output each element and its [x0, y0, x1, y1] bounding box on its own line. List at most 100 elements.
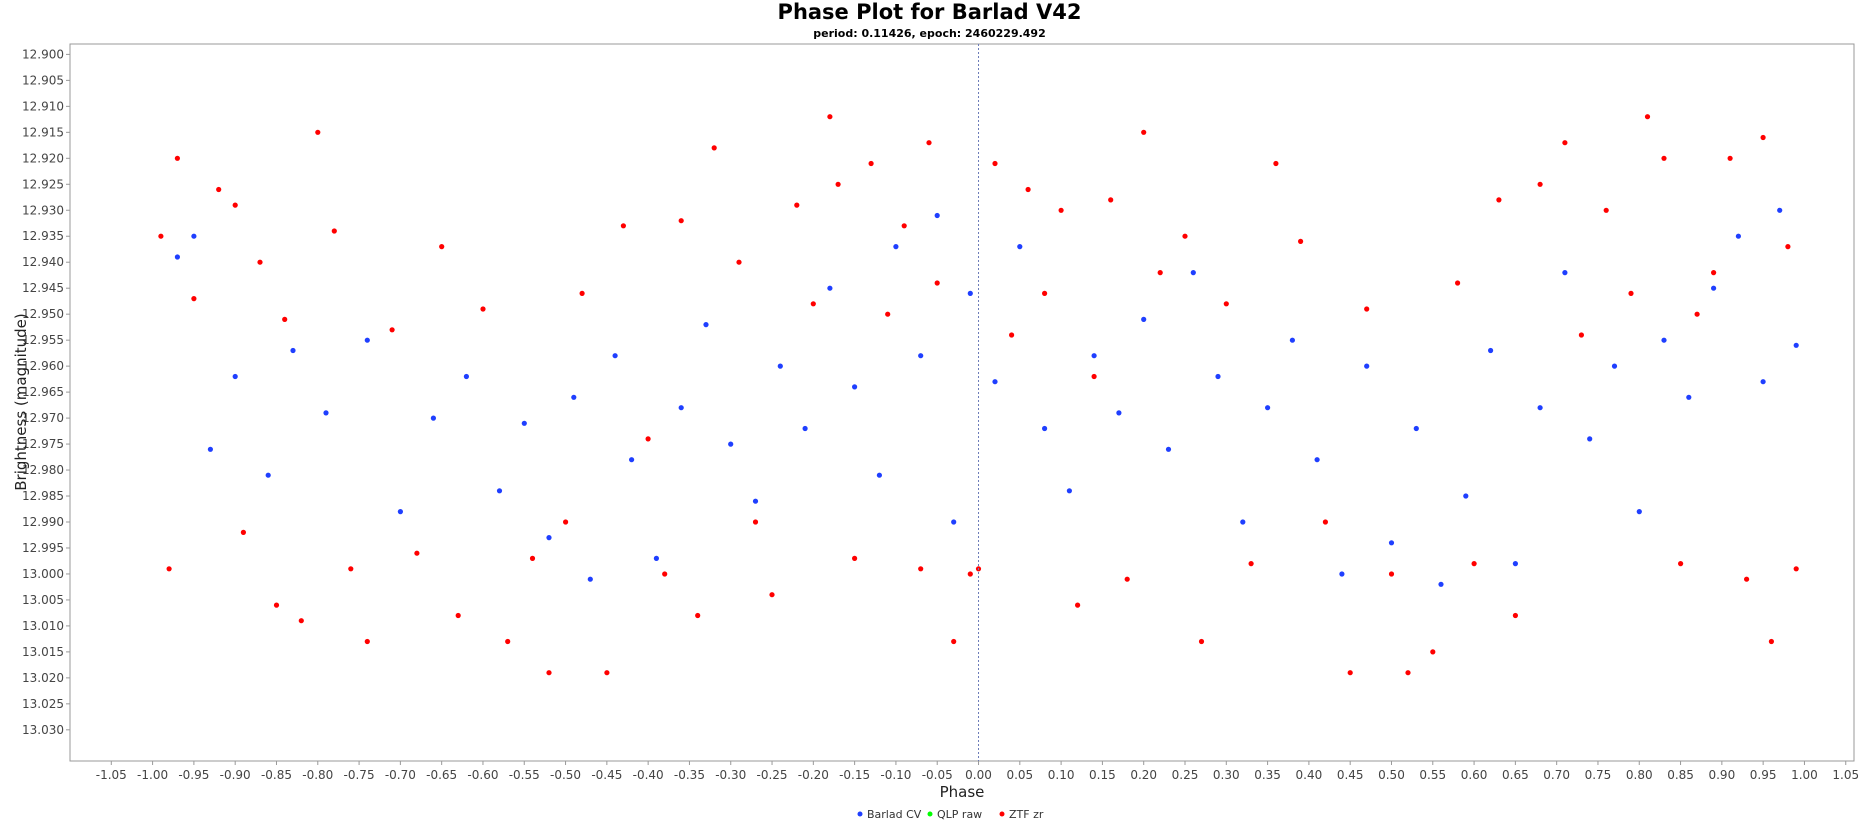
y-tick-label: 13.030	[22, 723, 64, 737]
y-tick-label: 12.995	[22, 541, 64, 555]
data-point	[1388, 571, 1395, 577]
y-tick-label: 13.005	[22, 593, 64, 607]
y-tick-label: 12.960	[22, 359, 64, 373]
data-point	[315, 129, 321, 135]
y-tick-label: 12.910	[22, 99, 64, 113]
data-point	[1768, 638, 1774, 645]
data-point	[620, 223, 627, 229]
x-tick-label: -0.30	[715, 768, 746, 782]
legend-label: QLP raw	[937, 808, 982, 821]
chart-title: Phase Plot for Barlad V42	[777, 0, 1082, 24]
x-tick-label: 0.90	[1708, 768, 1735, 782]
data-point	[852, 555, 858, 562]
data-point	[1777, 207, 1783, 213]
data-point	[1240, 519, 1246, 525]
data-point	[852, 384, 858, 390]
legend-label: Barlad CV	[867, 808, 922, 821]
data-point	[1405, 670, 1411, 676]
data-point	[769, 592, 775, 598]
data-point	[794, 202, 800, 208]
data-point	[1157, 270, 1163, 276]
data-point	[455, 612, 461, 619]
data-point	[571, 394, 577, 400]
data-point	[1339, 571, 1345, 577]
data-point	[480, 306, 486, 312]
legend-label: ZTF zr	[1009, 808, 1044, 821]
data-point	[273, 602, 280, 608]
data-point	[1587, 436, 1593, 442]
data-point	[1686, 394, 1692, 400]
data-point	[439, 244, 445, 250]
data-point	[918, 566, 924, 572]
data-point	[1347, 670, 1353, 676]
data-point	[364, 337, 370, 343]
data-point	[166, 566, 172, 572]
data-point	[926, 140, 932, 146]
y-tick-label: 12.950	[22, 307, 64, 321]
x-tick-label: 0.40	[1296, 768, 1323, 782]
data-point	[174, 155, 180, 161]
y-tick-label: 12.980	[22, 463, 64, 477]
data-point	[1644, 114, 1651, 120]
x-tick-label: 0.75	[1585, 768, 1612, 782]
data-point	[1273, 160, 1279, 167]
x-tick-label: 0.65	[1502, 768, 1529, 782]
data-point	[967, 290, 973, 296]
x-tick-label: -0.45	[591, 768, 622, 782]
data-point	[216, 186, 222, 193]
y-axis-label: Brightness (magnitude)	[12, 313, 30, 491]
data-point	[323, 410, 329, 416]
x-tick-label: -0.40	[633, 768, 664, 782]
data-point	[934, 280, 940, 286]
data-point	[951, 519, 957, 525]
data-point	[752, 498, 759, 504]
data-point	[1116, 410, 1122, 416]
data-point	[1388, 540, 1395, 546]
data-point	[1091, 373, 1097, 380]
data-point	[265, 472, 271, 478]
data-point	[1215, 373, 1221, 380]
x-tick-label: 0.20	[1130, 768, 1157, 782]
x-tick-label: -0.25	[757, 768, 788, 782]
data-point	[158, 233, 164, 239]
data-point	[777, 363, 783, 369]
data-point	[331, 228, 337, 234]
x-tick-label: 0.10	[1048, 768, 1075, 782]
y-tick-label: 13.000	[22, 567, 64, 581]
x-tick-label: 0.80	[1626, 768, 1653, 782]
y-tick-label: 13.025	[22, 697, 64, 711]
data-point	[1496, 197, 1502, 203]
x-tick-label: -0.35	[674, 768, 705, 782]
data-point	[232, 373, 238, 380]
data-point	[1793, 566, 1799, 572]
data-point	[827, 285, 833, 291]
y-tick-label: 12.955	[22, 333, 64, 347]
y-tick-label: 12.920	[22, 151, 64, 165]
x-tick-label: 0.60	[1461, 768, 1488, 782]
x-tick-label: -0.90	[220, 768, 251, 782]
data-point	[711, 145, 717, 151]
data-point	[868, 160, 874, 167]
y-tick-label: 13.015	[22, 645, 64, 659]
data-point	[1198, 638, 1205, 645]
x-tick-label: -0.60	[467, 768, 498, 782]
x-tick-label: 1.00	[1791, 768, 1818, 782]
data-point	[1471, 561, 1477, 567]
data-point	[1265, 405, 1271, 411]
x-tick-label: -0.65	[426, 768, 457, 782]
data-point	[1248, 561, 1254, 567]
data-point	[207, 446, 213, 452]
x-tick-label: 0.25	[1172, 768, 1199, 782]
x-tick-label: -0.55	[509, 768, 540, 782]
y-tick-label: 12.930	[22, 203, 64, 217]
data-point	[579, 290, 585, 296]
data-point	[257, 259, 263, 265]
x-tick-label: 0.30	[1213, 768, 1240, 782]
data-point	[430, 415, 436, 421]
data-point	[918, 353, 924, 359]
data-point	[695, 612, 701, 619]
data-point	[629, 457, 635, 463]
x-tick-label: -0.05	[922, 768, 953, 782]
data-point	[1562, 140, 1568, 146]
x-tick-label: 0.85	[1667, 768, 1694, 782]
